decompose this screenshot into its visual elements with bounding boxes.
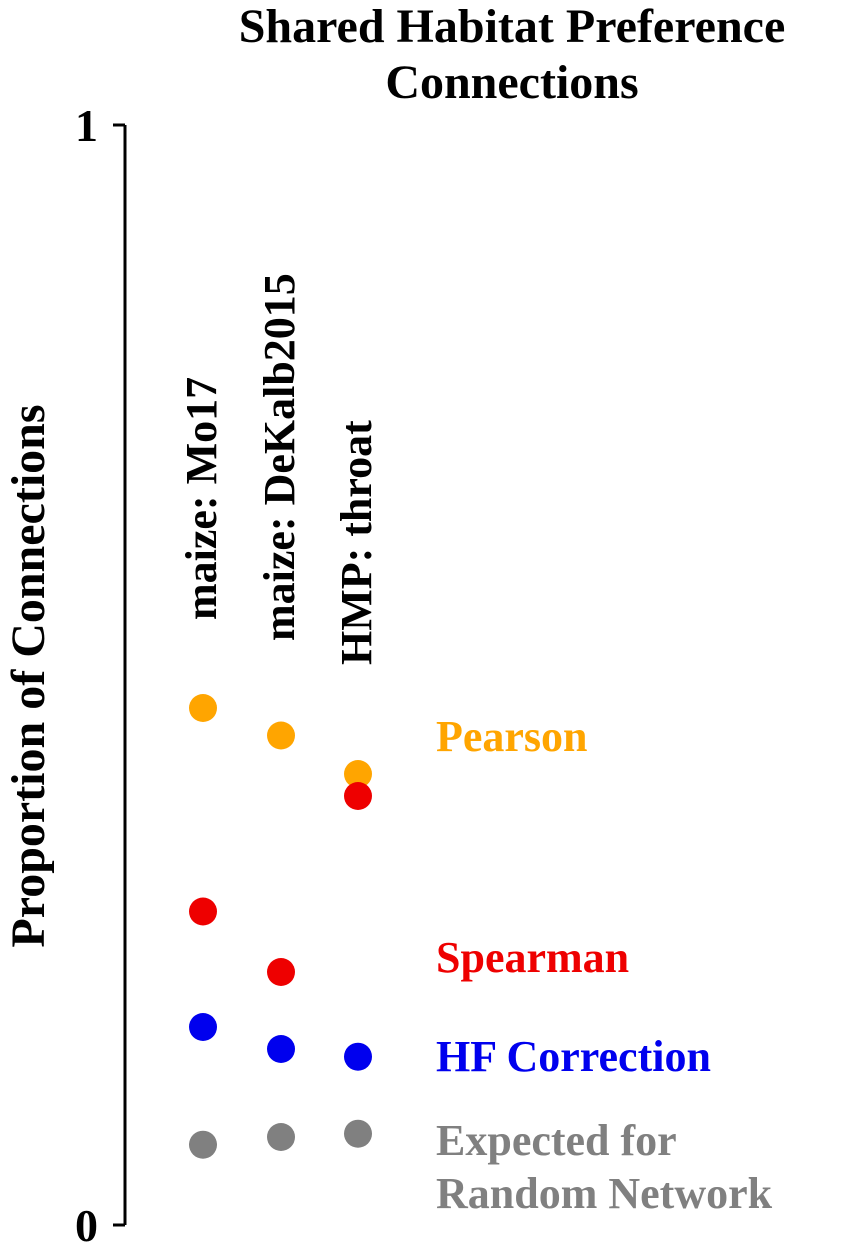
data-point [267, 721, 295, 750]
legend-label: HF Correction [436, 1032, 711, 1081]
legend-label: Pearson [436, 712, 588, 761]
data-point [267, 1035, 295, 1063]
data-point [344, 1119, 372, 1148]
category-label: HMP: throat [332, 420, 381, 665]
data-point [267, 1123, 295, 1151]
chart-title-line-2: Connections [385, 56, 638, 109]
category-label: maize: Mo17 [177, 377, 226, 620]
data-points [189, 694, 372, 1159]
chart-title-line-1: Shared Habitat Preference [239, 0, 786, 53]
data-point [189, 897, 217, 926]
legend-label: Spearman [436, 933, 629, 982]
data-point [189, 1130, 217, 1159]
category-label: maize: DeKalb2015 [255, 273, 304, 641]
legend: Pearson Spearman HF Correction Expected for… [436, 712, 773, 1218]
data-point [344, 760, 372, 788]
data-point [267, 958, 295, 986]
legend-label: Expected for [436, 1116, 677, 1165]
y-tick-label: 0 [75, 1200, 98, 1246]
data-point [344, 1042, 372, 1071]
legend-label: Random Network [436, 1169, 773, 1218]
data-point [344, 782, 372, 810]
y-axis-label: Proportion of Connections [2, 404, 55, 947]
category-labels: maize: Mo17 maize: DeKalb2015 HMP: throat [177, 273, 381, 665]
data-point [189, 694, 217, 722]
y-tick-label: 1 [75, 100, 98, 151]
y-axis: 01 [75, 100, 127, 1246]
data-point [189, 1013, 217, 1041]
